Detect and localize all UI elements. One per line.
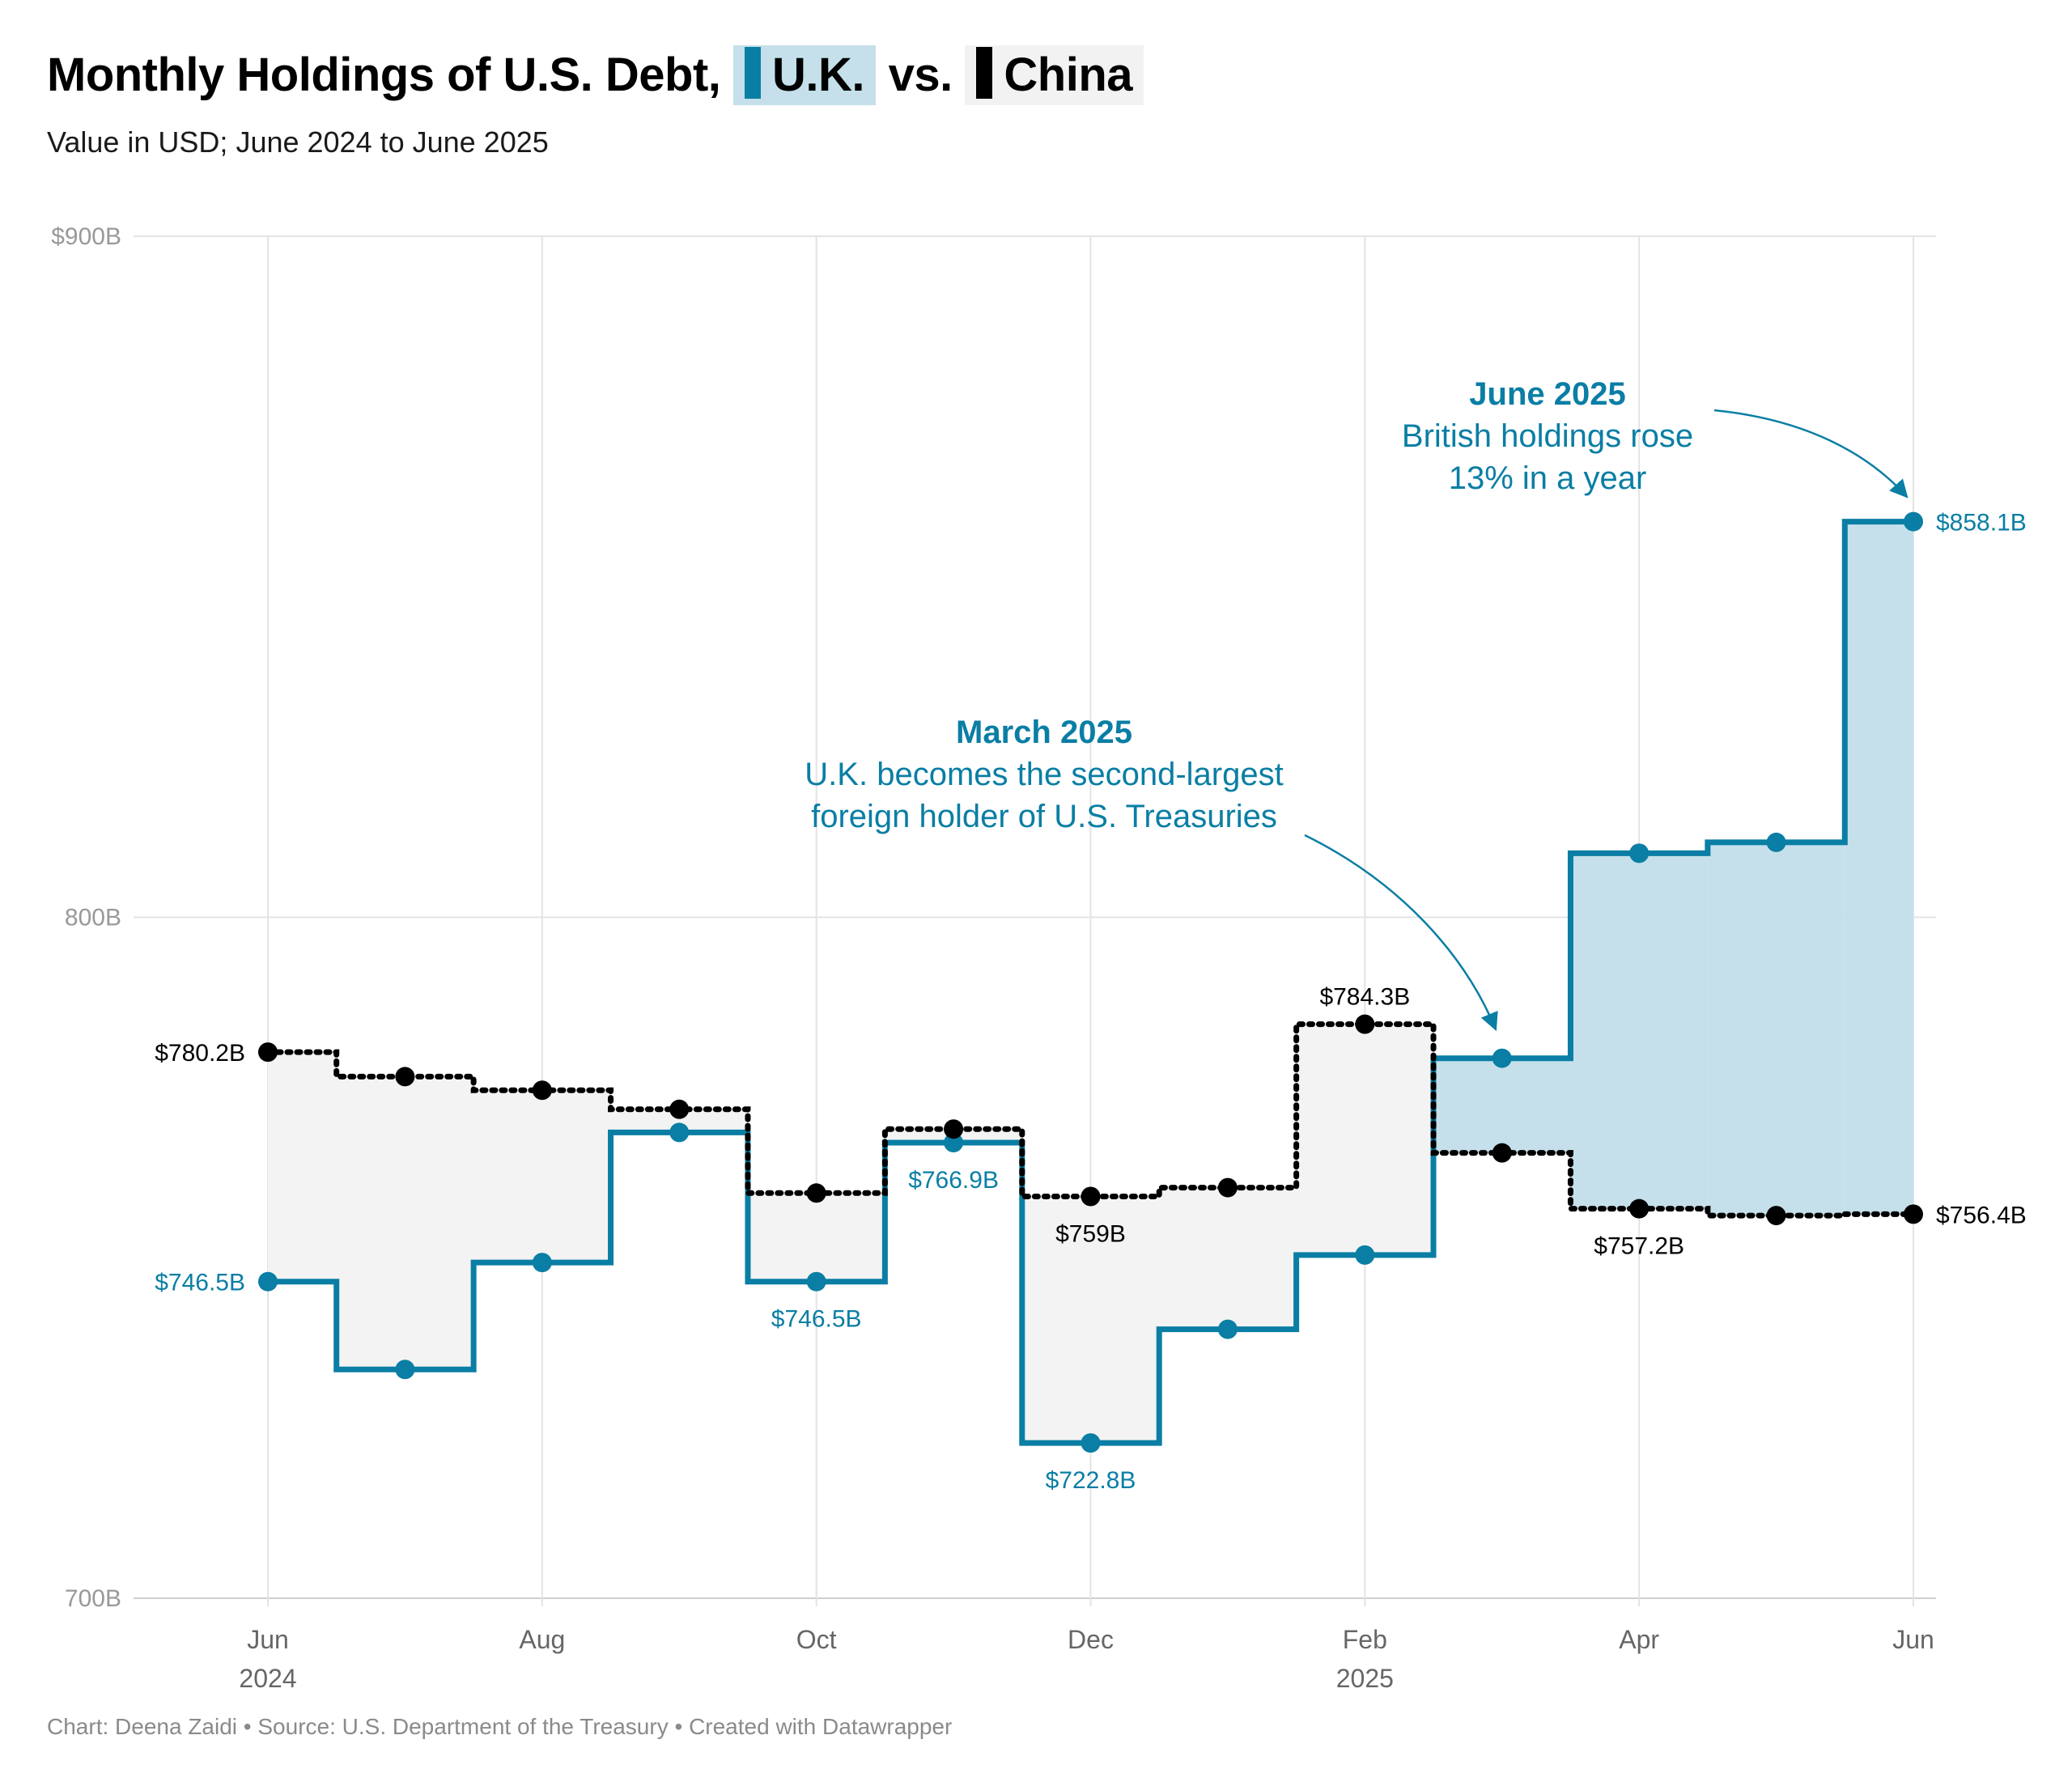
- china-data-point: [258, 1042, 278, 1063]
- china-data-point: [1629, 1198, 1650, 1219]
- china-data-point: [532, 1080, 552, 1101]
- area-fill-segment: [1021, 1196, 1160, 1444]
- uk-data-point: [1766, 832, 1786, 852]
- x-tick-label: Oct: [796, 1625, 837, 1654]
- legend-uk-label: U.K.: [772, 49, 865, 101]
- china-data-label: $756.4B: [1936, 1202, 2027, 1228]
- china-data-point: [944, 1119, 964, 1139]
- x-tick-label: Jun: [1892, 1625, 1934, 1654]
- chart-subtitle: Value in USD; June 2024 to June 2025: [47, 125, 549, 159]
- annotation-text: U.K. becomes the second-largest: [805, 757, 1283, 792]
- china-data-label: $780.2B: [155, 1040, 245, 1067]
- annotation-text: foreign holder of U.S. Treasuries: [811, 799, 1277, 834]
- uk-data-point: [1492, 1048, 1512, 1068]
- china-data-point: [669, 1099, 690, 1119]
- series-points: [258, 511, 1923, 1453]
- area-fill-segment: [268, 1052, 337, 1282]
- uk-data-label: $858.1B: [1936, 510, 2027, 537]
- china-data-label: $757.2B: [1594, 1233, 1684, 1260]
- uk-data-point: [1629, 843, 1650, 863]
- legend-china-swatch: [976, 47, 993, 99]
- title-prefix: Monthly Holdings of U.S. Debt,: [47, 49, 721, 101]
- uk-data-label: $746.5B: [155, 1270, 245, 1296]
- china-data-point: [1766, 1206, 1786, 1226]
- area-fill-segment: [747, 1193, 885, 1282]
- china-data-point: [1217, 1177, 1238, 1198]
- x-tick-label: Dec: [1068, 1625, 1114, 1654]
- axes: $900B 800B 700B Jun 2024 Aug Oct Dec Feb 2025 Apr J…: [51, 223, 1934, 1693]
- data-labels: $780.2B $746.5B $746.5B $766.9B $759B $722.8B…: [155, 510, 2027, 1495]
- uk-data-point: [1081, 1433, 1101, 1453]
- annotation-arrow: [1713, 409, 1909, 498]
- china-data-point: [1355, 1014, 1375, 1034]
- chart-title: Monthly Holdings of U.S. Debt, U.K. vs. …: [47, 45, 1144, 105]
- china-data-point: [806, 1183, 826, 1203]
- legend-china: China: [965, 45, 1144, 105]
- uk-data-point: [944, 1133, 964, 1153]
- area-fill-segment: [1570, 853, 1708, 1209]
- area-fill-segment: [1433, 1058, 1571, 1153]
- uk-data-point: [1904, 511, 1923, 532]
- area-fill-segment: [1845, 521, 1913, 1215]
- uk-data-point: [1217, 1319, 1238, 1339]
- annotations: March 2025 U.K. becomes the second-larges…: [805, 376, 1909, 1032]
- uk-data-label: $722.8B: [1046, 1467, 1136, 1494]
- china-data-point: [1904, 1204, 1923, 1224]
- x-tick-year-label: 2025: [1336, 1664, 1394, 1693]
- title-vs: vs.: [888, 49, 953, 101]
- uk-data-point: [395, 1360, 415, 1380]
- annotation-title: March 2025: [956, 715, 1132, 750]
- china-data-point: [1081, 1186, 1101, 1207]
- y-tick-label: $900B: [51, 223, 121, 250]
- china-data-label: $784.3B: [1319, 984, 1410, 1011]
- uk-data-point: [669, 1122, 690, 1143]
- china-data-point: [1492, 1143, 1512, 1163]
- chart-footer: Chart: Deena Zaidi • Source: U.S. Depart…: [47, 1714, 953, 1739]
- x-tick-label: Apr: [1619, 1625, 1659, 1654]
- annotation-text: British holdings rose: [1402, 418, 1693, 454]
- uk-data-point: [532, 1253, 552, 1273]
- area-fill-segment: [1159, 1187, 1297, 1330]
- uk-data-label: $746.5B: [771, 1306, 862, 1333]
- china-data-label: $759B: [1055, 1221, 1126, 1248]
- area-fills: [268, 521, 1913, 1444]
- annotation-text: 13% in a year: [1449, 460, 1647, 496]
- legend-uk-swatch: [745, 47, 761, 99]
- annotation-title: June 2025: [1469, 376, 1625, 412]
- uk-data-point: [806, 1271, 826, 1292]
- annotation-arrow: [1304, 834, 1498, 1032]
- legend-uk: U.K.: [733, 45, 876, 105]
- legend-china-label: China: [1004, 49, 1133, 101]
- y-tick-label: 700B: [65, 1585, 121, 1612]
- y-tick-label: 800B: [65, 905, 121, 931]
- uk-data-point: [258, 1271, 278, 1292]
- area-fill-segment: [1707, 842, 1845, 1216]
- x-tick-label: Feb: [1343, 1625, 1387, 1654]
- china-data-point: [395, 1067, 415, 1087]
- area-fill-segment: [473, 1090, 611, 1263]
- area-fill-segment: [336, 1076, 474, 1370]
- uk-data-label: $766.9B: [908, 1167, 999, 1194]
- area-fill-segment: [1296, 1024, 1434, 1255]
- x-tick-label: Jun: [247, 1625, 289, 1654]
- uk-data-point: [1355, 1245, 1375, 1265]
- x-tick-label: Aug: [519, 1625, 565, 1654]
- x-tick-year-label: 2024: [239, 1664, 296, 1693]
